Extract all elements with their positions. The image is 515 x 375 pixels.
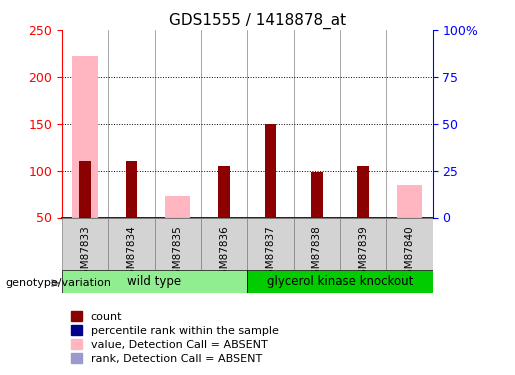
Text: genotype/variation: genotype/variation — [5, 278, 111, 288]
Text: GSM87834: GSM87834 — [126, 225, 136, 282]
FancyBboxPatch shape — [247, 270, 433, 292]
FancyBboxPatch shape — [62, 217, 108, 270]
Text: GSM87840: GSM87840 — [404, 225, 415, 282]
Text: GSM87837: GSM87837 — [265, 225, 276, 282]
Bar — [72, 56, 98, 217]
Text: GDS1555 / 1418878_at: GDS1555 / 1418878_at — [169, 13, 346, 29]
Text: GSM87835: GSM87835 — [173, 225, 183, 282]
FancyBboxPatch shape — [340, 217, 386, 270]
FancyBboxPatch shape — [294, 217, 340, 270]
Text: glycerol kinase knockout: glycerol kinase knockout — [267, 275, 413, 288]
Text: GSM87833: GSM87833 — [80, 225, 90, 282]
Text: GSM87836: GSM87836 — [219, 225, 229, 282]
Text: wild type: wild type — [127, 275, 182, 288]
Bar — [311, 172, 322, 217]
Legend: count, percentile rank within the sample, value, Detection Call = ABSENT, rank, : count, percentile rank within the sample… — [67, 308, 282, 368]
FancyBboxPatch shape — [108, 217, 154, 270]
Bar — [165, 196, 191, 217]
FancyBboxPatch shape — [386, 217, 433, 270]
FancyBboxPatch shape — [247, 217, 294, 270]
Bar — [126, 161, 137, 218]
Text: GSM87838: GSM87838 — [312, 225, 322, 282]
Text: GSM87839: GSM87839 — [358, 225, 368, 282]
Bar — [265, 124, 276, 218]
Bar — [357, 166, 369, 218]
Bar — [79, 161, 91, 218]
FancyBboxPatch shape — [201, 217, 247, 270]
FancyBboxPatch shape — [154, 217, 201, 270]
FancyBboxPatch shape — [62, 270, 247, 292]
Bar — [397, 185, 422, 218]
Bar — [218, 166, 230, 218]
